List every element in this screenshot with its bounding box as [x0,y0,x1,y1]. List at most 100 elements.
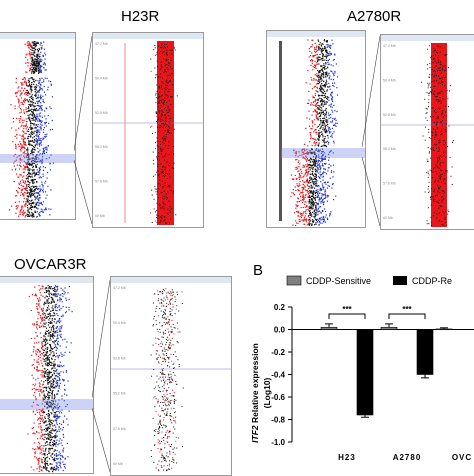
genome-point [308,202,310,204]
zoom-point [160,64,162,66]
genome-point [315,182,317,184]
zoom-point [439,100,441,102]
genome-point [316,218,318,220]
genome-point [313,164,315,166]
genome-point [317,164,319,166]
genome-point [324,85,327,87]
zoom-point [171,128,172,129]
zoom-point [168,109,170,111]
zoom-point [429,66,431,68]
zoom-point [431,89,433,91]
genome-point [22,146,24,148]
genome-point [20,144,22,146]
genome-point [40,360,42,362]
genome-point [54,286,56,288]
genome-point [314,141,316,143]
genome-point [46,287,48,289]
genome-point [19,104,21,106]
genome-point [55,431,58,433]
genome-point [28,202,30,204]
genome-point [26,177,28,179]
genome-point [43,411,46,413]
zoom-point [444,70,446,72]
genome-point [311,122,313,124]
zoom-point [440,176,442,178]
genome-point [34,164,37,166]
genome-point [38,136,40,138]
genome-point [323,66,326,68]
zoom-point [441,156,443,158]
genome-point [324,47,326,50]
genome-point [43,91,46,93]
genome-point [38,151,40,153]
genome-point [46,357,48,359]
genome-point [40,410,42,413]
genome-point [317,82,319,84]
zoom-point [169,186,171,188]
genome-point [34,109,36,111]
zoom-point [434,131,436,133]
genome-point [45,94,47,96]
genome-point [33,367,36,369]
zoom-point [158,298,160,300]
genome-point [50,329,52,331]
genome-point [330,113,332,116]
genome-point [38,418,40,420]
genome-point [305,155,307,157]
genome-point [321,94,324,97]
genome-point [45,197,47,199]
genome-point [46,454,48,456]
zoom-point [157,131,159,133]
genome-point [301,187,303,189]
genome-point [50,322,52,324]
genome-point [52,298,54,300]
zoom-point [177,294,179,296]
genome-point [325,173,328,175]
genome-point [306,175,308,177]
genome-point [308,224,310,226]
genome-point [309,157,312,159]
genome-point [316,183,318,185]
zoom-point [170,419,171,420]
genome-point [313,184,315,186]
genome-point [50,376,52,378]
genome-point [321,92,323,94]
zoom-point [158,176,160,178]
genome-point [21,124,23,126]
genome-point [53,443,55,445]
genome-point [318,185,320,187]
genome-point [324,169,326,171]
genome-point [20,154,22,156]
genome-point [35,88,37,90]
genome-point [306,170,308,172]
genome-point [56,414,58,416]
zoom-point [165,136,167,138]
zoom-point [445,131,447,133]
genome-point [30,66,32,68]
genome-point [54,443,56,445]
genome-point [309,196,311,199]
genome-point [43,467,45,469]
genome-point [32,108,34,111]
zoom-point [164,443,166,445]
genome-point [22,84,24,86]
genome-point [59,326,61,328]
genome-point [325,111,328,113]
genome-point [57,466,59,468]
genome-point [17,143,19,145]
zoom-point [436,112,438,114]
zoom-point [425,126,426,128]
genome-point [56,321,58,323]
genome-point [39,59,41,61]
genome-point [38,137,40,139]
genome-point [56,348,58,350]
genome-point [29,212,31,214]
genome-point [321,200,323,202]
zoom-point [434,141,436,143]
genome-point [324,109,326,112]
genome-point [63,447,65,449]
genome-point [31,144,33,147]
genome-point [320,212,322,214]
genome-point [311,52,313,54]
a2780r-zoom-connector [362,35,381,227]
